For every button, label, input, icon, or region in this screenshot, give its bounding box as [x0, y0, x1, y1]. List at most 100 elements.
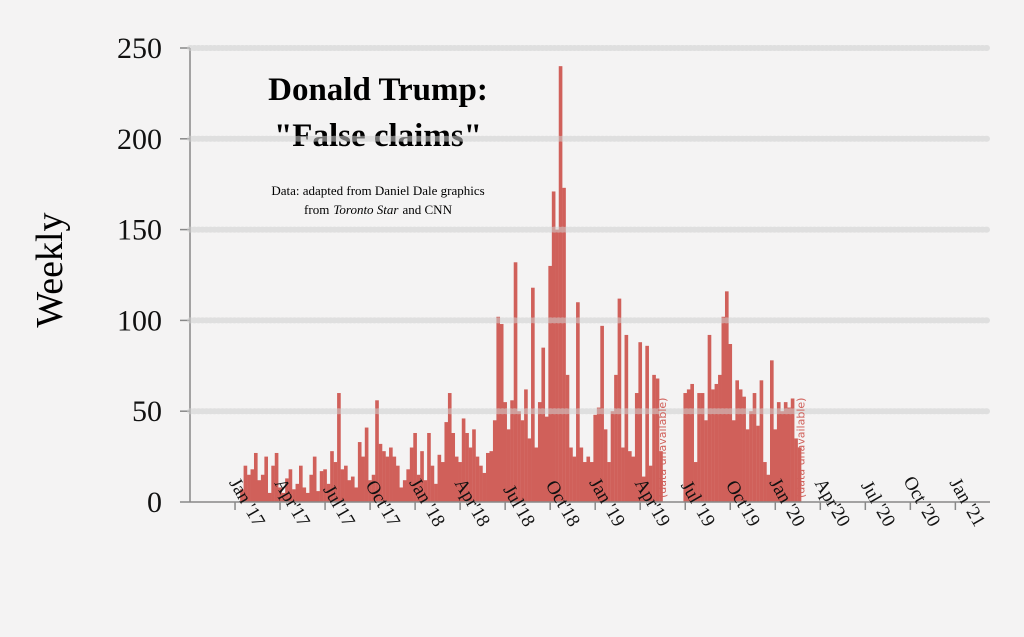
bar: [337, 393, 341, 502]
bar: [475, 456, 480, 502]
bar: [780, 411, 785, 502]
bar: [537, 402, 542, 502]
bar: [479, 465, 483, 502]
bar: [506, 429, 511, 502]
bar: [551, 191, 556, 503]
y-tick-label: 250: [117, 32, 162, 65]
subtitle-part: and CNN: [402, 202, 452, 217]
bar: [648, 465, 653, 502]
subtitle: Data: adapted from Daniel Dale graphics: [271, 183, 484, 198]
bar: [330, 451, 334, 502]
bar: [323, 469, 327, 502]
bar: [686, 389, 691, 502]
bar: [416, 474, 421, 502]
bar: [288, 469, 293, 502]
bar: [704, 420, 708, 502]
bar: [776, 402, 781, 502]
bar: [652, 374, 656, 502]
bar: [271, 465, 275, 502]
bar: [690, 383, 694, 502]
bar: [628, 451, 632, 502]
bar: [749, 411, 753, 502]
bar: [589, 462, 594, 502]
bar: [295, 483, 300, 502]
bar: [437, 454, 442, 502]
bar: [711, 389, 715, 502]
bar: [520, 420, 525, 502]
bar: [250, 469, 255, 502]
bar: [316, 491, 320, 502]
bar: [596, 407, 601, 502]
bar: [641, 476, 646, 502]
bar: [420, 451, 424, 502]
bar: [333, 462, 338, 502]
bar: [582, 462, 587, 502]
bar: [659, 451, 663, 502]
bar: [569, 447, 573, 502]
bar: [253, 452, 258, 502]
bar: [299, 465, 303, 502]
bar: [510, 400, 514, 502]
bar: [468, 447, 473, 502]
bar: [534, 447, 539, 502]
chart-title: Donald Trump:: [268, 72, 488, 108]
bar: [759, 380, 764, 502]
subtitle-part: Toronto Star: [333, 202, 399, 217]
bar: [427, 432, 431, 502]
bar: [586, 456, 591, 502]
bar: [655, 378, 660, 502]
bar: [527, 438, 532, 502]
bar: [555, 229, 559, 502]
bar: [735, 380, 740, 502]
bar: [447, 393, 452, 502]
bar: [378, 443, 383, 502]
bar: [763, 462, 767, 502]
annotation: (data unavailable): [795, 398, 808, 498]
bar: [728, 344, 733, 502]
y-tick-label: 200: [117, 123, 162, 156]
bar: [738, 389, 743, 502]
x-tick-label: Jul '20: [856, 477, 899, 530]
bar: [240, 489, 244, 502]
bar: [399, 487, 404, 502]
bar: [693, 462, 698, 502]
bar: [392, 456, 397, 502]
y-tick-label: 0: [147, 486, 162, 519]
bar: [756, 425, 760, 502]
bar: [579, 447, 584, 502]
bar: [267, 492, 272, 502]
bar: [593, 414, 598, 502]
bar: [610, 411, 615, 502]
bar: [700, 393, 705, 502]
bar: [326, 483, 331, 502]
bar: [292, 489, 296, 502]
bar: [347, 480, 352, 502]
bar: [361, 456, 365, 502]
subtitle: from Toronto Star and CNN: [304, 202, 453, 217]
bar: [607, 462, 611, 502]
bar: [513, 262, 518, 502]
bar: [309, 474, 314, 502]
bar: [489, 451, 494, 502]
bar: [544, 416, 549, 502]
bar: [395, 465, 400, 502]
y-tick-label: 100: [117, 304, 162, 337]
bar: [357, 442, 362, 502]
bar: [389, 447, 393, 502]
bar: [617, 298, 622, 502]
bar: [787, 407, 791, 502]
bar: [638, 342, 643, 502]
bar: [572, 456, 577, 502]
bar: [312, 456, 317, 502]
bar: [558, 66, 563, 502]
bar: [631, 456, 636, 502]
bar: [621, 447, 625, 502]
subtitle-part: from: [304, 202, 329, 217]
bar: [482, 472, 487, 502]
bar: [783, 402, 788, 502]
bar: [344, 465, 348, 502]
bar: [264, 456, 269, 502]
bar: [434, 483, 438, 502]
bar: [454, 456, 459, 502]
